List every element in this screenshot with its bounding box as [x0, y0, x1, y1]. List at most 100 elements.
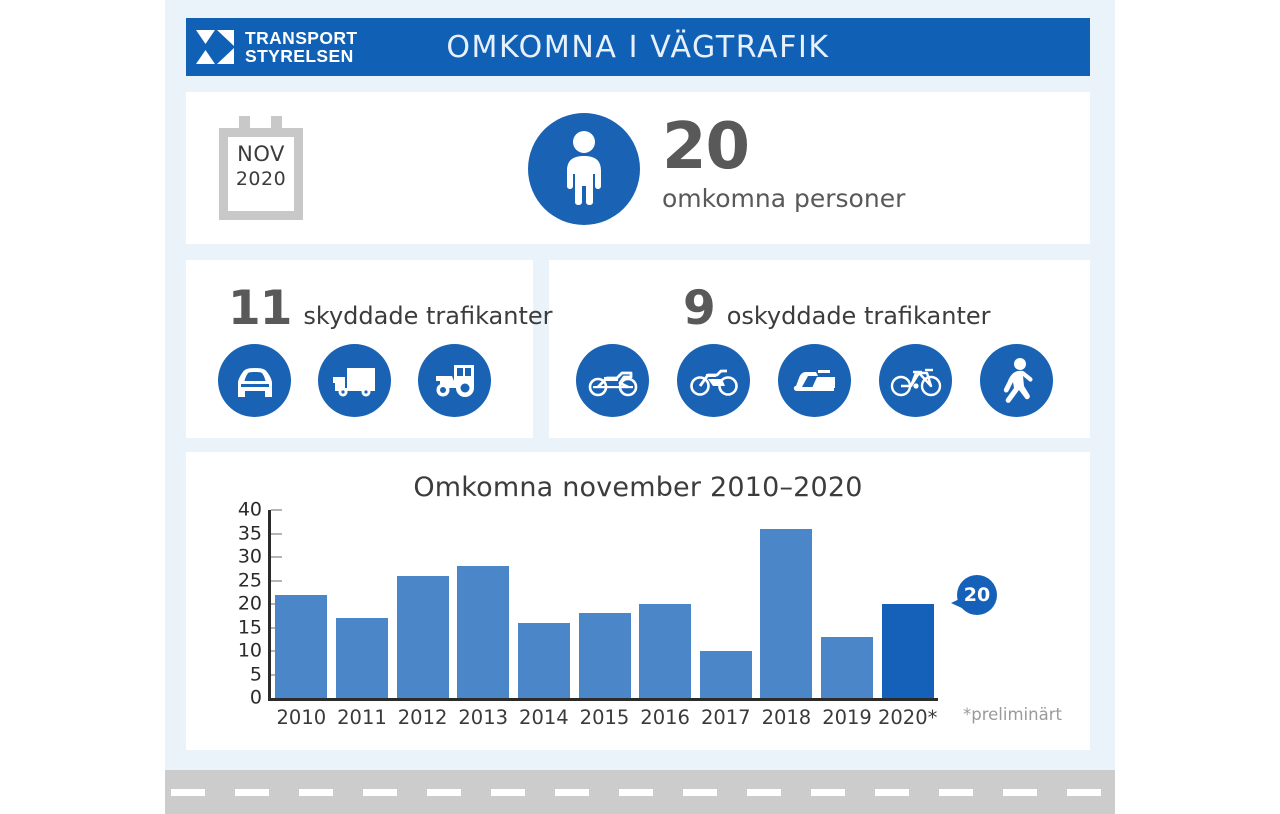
road-dash	[747, 789, 781, 796]
protected-icon-row	[218, 344, 491, 417]
road-dash	[491, 789, 525, 796]
y-axis-tick-label: 25	[237, 569, 262, 591]
x-axis-tick-label: 2010	[276, 706, 327, 729]
car-badge	[218, 344, 291, 417]
y-axis-labels: 0 5 10 15 20 25 30 35 40	[226, 500, 262, 707]
pedestrian-badge	[980, 344, 1053, 417]
chart-bar	[760, 528, 813, 698]
y-axis-tick-label: 5	[249, 663, 262, 685]
chart-bar	[699, 651, 752, 698]
x-axis-tick-label: 2017	[700, 706, 751, 729]
y-axis-tick-label: 20	[237, 592, 262, 615]
chart-bar	[457, 566, 510, 698]
road-dash	[811, 789, 845, 796]
pedestrian-icon	[1003, 357, 1033, 403]
calendar-tab-right	[271, 116, 282, 136]
calendar-tab-left	[239, 116, 250, 136]
x-axis-tick-label: 2020*	[877, 706, 938, 729]
x-axis-line	[268, 698, 938, 701]
road-dash	[875, 789, 909, 796]
chart-title: Omkomna november 2010–2020	[413, 472, 863, 503]
chart-bars	[271, 510, 938, 698]
total-fatalities-stat: 20 omkomna personer	[662, 110, 1082, 214]
x-axis-tick-label: 2016	[640, 706, 690, 729]
road-dash	[939, 789, 973, 796]
road-graphic	[165, 770, 1115, 814]
snowmobile-icon	[793, 369, 835, 391]
total-fatalities-label: omkomna personer	[662, 184, 906, 213]
road-dash	[235, 789, 269, 796]
tractor-icon	[435, 364, 474, 397]
brand-name-line2: STYRELSEN	[245, 46, 354, 66]
calendar-body	[219, 128, 303, 220]
chart-callout: 20	[951, 575, 997, 621]
chart-footnote: *preliminärt	[963, 705, 1062, 724]
road-dash	[683, 789, 717, 796]
bicycle-icon	[890, 368, 941, 396]
snowmobile-badge	[778, 344, 851, 417]
x-axis-tick-label: 2011	[337, 706, 387, 729]
chart-bar	[335, 618, 388, 698]
road-dash	[363, 789, 397, 796]
x-axis-tick-label: 2014	[519, 706, 569, 729]
chart-bar	[578, 613, 631, 698]
y-axis-tick-label: 15	[237, 616, 262, 638]
x-axis-tick-label: 2012	[397, 706, 448, 729]
chart-bar	[396, 575, 449, 698]
total-fatalities-number: 20	[662, 110, 750, 184]
truck-badge	[318, 344, 391, 417]
callout-value: 20	[957, 575, 997, 615]
brand-name: TRANSPORT STYRELSEN	[245, 28, 358, 66]
motorcycle-icon	[588, 371, 637, 396]
unprotected-icon-row	[576, 344, 1053, 417]
unprotected-label: oskyddade trafikanter	[726, 302, 991, 330]
person-icon	[567, 131, 601, 205]
chart-bar	[275, 594, 328, 698]
y-axis-tick-label: 35	[237, 522, 262, 544]
bar-chart: 0 5 10 15 20 25 30 35 40 2010 2011 2012 2013 2014 201…	[226, 500, 1066, 740]
chart-bar	[517, 622, 570, 698]
person-badge	[528, 113, 640, 225]
unprotected-heading: 9 oskyddade trafikanter	[683, 285, 990, 332]
calendar-icon: NOV 2020	[219, 116, 303, 220]
road-dash	[1003, 789, 1037, 796]
x-axis-tick-label: 2018	[761, 706, 812, 729]
y-axis-tick	[271, 579, 282, 582]
chart-bar	[881, 604, 934, 698]
car-icon	[237, 367, 272, 397]
protected-count: 11	[228, 281, 292, 336]
y-axis-line	[268, 510, 271, 700]
road-dash	[171, 789, 205, 796]
road-dash	[299, 789, 333, 796]
moped-badge	[677, 344, 750, 417]
bicycle-badge	[879, 344, 952, 417]
calendar-month: NOV	[237, 142, 285, 166]
moped-icon	[689, 369, 738, 396]
y-axis-tick-label: 30	[237, 545, 262, 568]
chart-bar	[639, 604, 692, 698]
chart-bar	[821, 636, 874, 698]
road-dash	[427, 789, 461, 796]
tractor-badge	[418, 344, 491, 417]
motorcycle-badge	[576, 344, 649, 417]
header-bar: TRANSPORT STYRELSEN OMKOMNA I VÄGTRAFIK	[186, 18, 1090, 76]
x-axis-tick-label: 2013	[458, 706, 509, 729]
protected-heading: 11 skyddade trafikanter	[228, 285, 553, 332]
transportstyrelsen-logo-icon	[194, 27, 236, 67]
x-axis-tick-label: 2015	[579, 706, 630, 729]
brand-logo: TRANSPORT STYRELSEN	[194, 27, 358, 67]
calendar-year: 2020	[235, 168, 287, 190]
y-axis-tick	[271, 532, 282, 535]
unprotected-count: 9	[683, 281, 716, 336]
road-dash	[1067, 789, 1101, 796]
road-dash	[619, 789, 653, 796]
protected-label: skyddade trafikanter	[303, 302, 553, 330]
x-axis-tick-label: 2019	[822, 706, 872, 729]
road-dash	[555, 789, 589, 796]
y-axis-tick-label: 40	[237, 498, 262, 521]
x-axis-labels: 2010 2011 2012 2013 2014 2015 2016 2017 2018 2019…	[271, 706, 938, 734]
y-axis-tick	[271, 556, 282, 558]
y-axis-tick	[271, 509, 282, 511]
truck-icon	[332, 367, 375, 396]
